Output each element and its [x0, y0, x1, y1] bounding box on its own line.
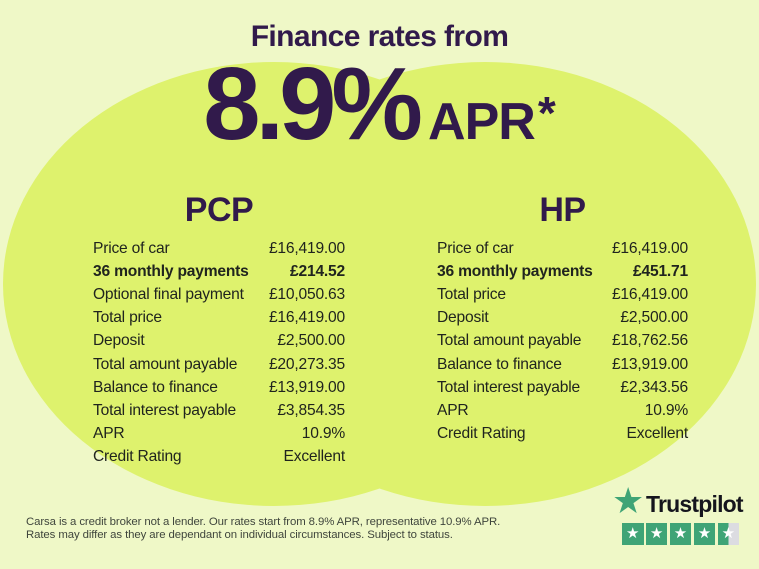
disclaimer-line-2: Rates may differ as they are dependant o…	[26, 529, 453, 542]
row-value: £10,050.63	[268, 285, 345, 303]
row-value: £16,419.00	[611, 239, 688, 257]
row-label: APR	[93, 425, 125, 443]
star-icon: ★	[721, 525, 736, 543]
trustpilot-logo-star-icon: ★	[612, 480, 645, 521]
row-label: Balance to finance	[437, 355, 562, 373]
row-label: Total amount payable	[93, 355, 238, 373]
table-row: Total price £16,419.00	[437, 283, 688, 306]
legal-disclaimer: Carsa is a credit broker not a lender. O…	[26, 516, 500, 543]
row-label: Deposit	[93, 332, 145, 350]
table-row: 36 monthly payments £451.71	[437, 260, 688, 283]
star-icon: ★	[697, 525, 712, 543]
table-row: Total interest payable £2,343.56	[437, 376, 688, 399]
row-label: Price of car	[437, 239, 514, 257]
row-value: Excellent	[626, 425, 689, 443]
row-value: 10.9%	[301, 425, 345, 443]
table-row: APR 10.9%	[437, 399, 688, 422]
hp-header: HP	[539, 191, 586, 229]
row-label: Total interest payable	[437, 378, 580, 396]
trustpilot-badge: ★ Trustpilot ★ ★ ★ ★ ★	[612, 483, 744, 548]
trustpilot-brand-name: Trustpilot	[646, 491, 744, 517]
table-row: Price of car £16,419.00	[93, 237, 345, 260]
row-label: 36 monthly payments	[437, 262, 593, 280]
row-label: Deposit	[437, 309, 489, 327]
trustpilot-star-rating: ★ ★ ★ ★ ★	[622, 523, 740, 545]
row-value: £2,500.00	[620, 309, 688, 327]
table-row: APR 10.9%	[93, 423, 345, 446]
row-value: £451.71	[633, 262, 688, 280]
hp-rows: Price of car £16,419.00 36 monthly paymen…	[437, 237, 688, 446]
pcp-finance-table: PCP Price of car £16,419.00 36 monthly pa…	[93, 193, 345, 469]
row-label: 36 monthly payments	[93, 262, 249, 280]
promo-title: Finance rates from	[250, 20, 509, 53]
apr-asterisk: *	[537, 87, 556, 139]
table-row: Deposit £2,500.00	[93, 330, 345, 353]
table-row: Price of car £16,419.00	[437, 237, 688, 260]
row-value: £16,419.00	[611, 285, 688, 303]
row-value: £2,500.00	[277, 332, 345, 350]
disclaimer-line-1: Carsa is a credit broker not a lender. O…	[26, 516, 501, 528]
table-row: Credit Rating Excellent	[437, 423, 688, 446]
row-value: 10.9%	[644, 401, 688, 419]
table-row: Credit Rating Excellent	[93, 446, 345, 469]
row-label: Balance to finance	[93, 378, 218, 396]
row-value: Excellent	[283, 448, 346, 466]
rating-star-box-5-half: ★	[717, 523, 740, 545]
row-label: APR	[437, 401, 469, 419]
row-label: Total price	[437, 285, 506, 303]
table-row: Total amount payable £20,273.35	[93, 353, 345, 376]
apr-label: APR	[428, 93, 536, 151]
apr-headline: 8.9% APR *	[0, 52, 759, 155]
row-value: £3,854.35	[277, 401, 345, 419]
row-label: Optional final payment	[93, 285, 244, 303]
row-value: £13,919.00	[268, 378, 345, 396]
star-icon: ★	[626, 525, 640, 543]
table-row: Total amount payable £18,762.56	[437, 330, 688, 353]
table-row: Total price £16,419.00	[93, 307, 345, 330]
table-row: Deposit £2,500.00	[437, 307, 688, 330]
row-label: Total price	[93, 309, 162, 327]
table-row: Optional final payment £10,050.63	[93, 283, 345, 306]
row-value: £16,419.00	[268, 239, 345, 257]
row-value: £2,343.56	[620, 378, 688, 396]
pcp-rows: Price of car £16,419.00 36 monthly paymen…	[93, 237, 345, 469]
row-value: £214.52	[290, 262, 345, 280]
pcp-header: PCP	[184, 191, 254, 229]
rating-star-box-3: ★	[669, 523, 692, 545]
row-value: £20,273.35	[268, 355, 345, 373]
right-green-circle	[214, 62, 756, 506]
row-value: £18,762.56	[611, 332, 688, 350]
row-label: Credit Rating	[437, 425, 526, 443]
table-row: Balance to finance £13,919.00	[437, 353, 688, 376]
row-label: Total amount payable	[437, 332, 582, 350]
hp-finance-table: HP Price of car £16,419.00 36 monthly pay…	[437, 193, 688, 446]
table-row: Balance to finance £13,919.00	[93, 376, 345, 399]
rating-star-box-1: ★	[622, 523, 644, 545]
row-label: Credit Rating	[93, 448, 182, 466]
star-icon: ★	[673, 525, 688, 543]
rating-star-box-4: ★	[693, 523, 716, 545]
row-label: Price of car	[93, 239, 170, 257]
row-value: £16,419.00	[268, 309, 345, 327]
row-value: £13,919.00	[611, 355, 688, 373]
rating-star-box-2: ★	[645, 523, 668, 545]
table-row: Total interest payable £3,854.35	[93, 399, 345, 422]
apr-rate: 8.9%	[203, 46, 423, 161]
table-row: 36 monthly payments £214.52	[93, 260, 345, 283]
star-icon: ★	[649, 525, 664, 543]
row-label: Total interest payable	[93, 401, 236, 419]
